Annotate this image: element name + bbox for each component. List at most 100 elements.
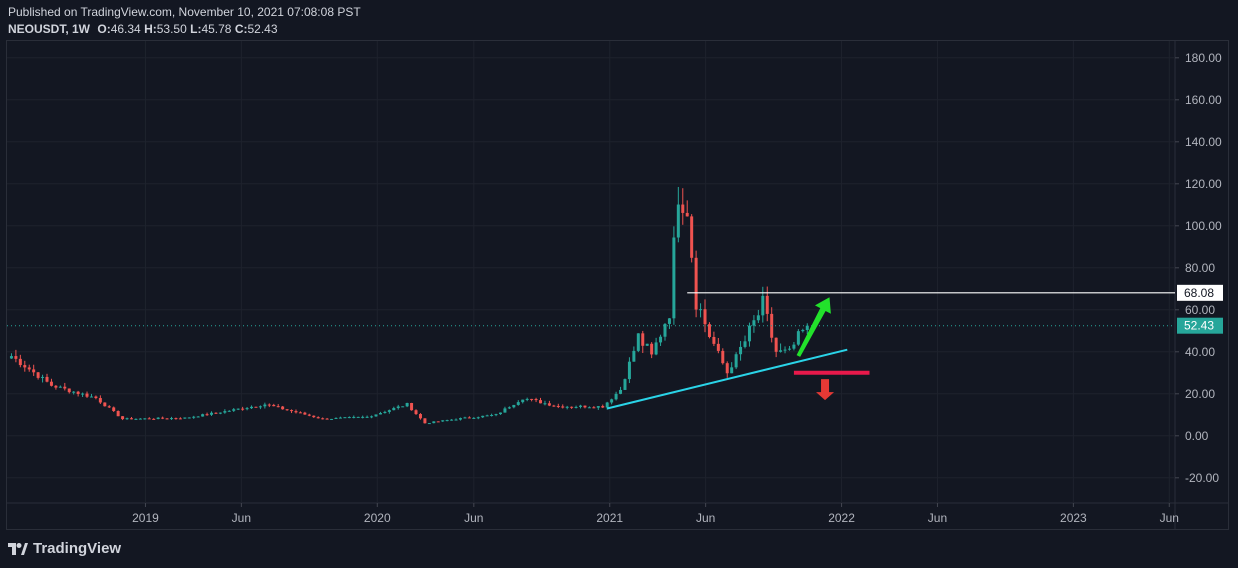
candle-body	[27, 367, 31, 370]
candle-body	[441, 420, 445, 422]
candle-body	[476, 417, 480, 419]
candle-body	[410, 403, 414, 411]
candle-body	[245, 408, 249, 410]
candle-body	[405, 403, 409, 407]
x-tick-label: 2023	[1060, 511, 1087, 525]
y-tick-label: 100.00	[1185, 219, 1222, 233]
candle-body	[401, 406, 405, 408]
candle-body	[201, 414, 205, 417]
last-price-tag	[1177, 317, 1223, 334]
candle-body	[392, 408, 396, 411]
candle-body	[623, 379, 627, 390]
candle-body	[156, 417, 160, 419]
y-tick-label: 80.00	[1185, 261, 1215, 275]
y-tick-label: -20.00	[1185, 471, 1219, 485]
candle-body	[450, 419, 454, 421]
candle-body	[32, 369, 36, 373]
candle-body	[672, 237, 676, 319]
candle-body	[485, 415, 489, 417]
candle-body	[685, 212, 689, 217]
candle-body	[694, 257, 698, 310]
candle-body	[467, 417, 471, 419]
candle-body	[472, 417, 476, 419]
candle-body	[218, 412, 222, 414]
candles	[9, 186, 809, 425]
candle-body	[143, 418, 147, 420]
tradingview-logo: TradingView	[8, 540, 121, 557]
candle-body	[583, 405, 587, 408]
candle-body	[205, 414, 209, 416]
candle-body	[365, 416, 369, 418]
candle-body	[530, 398, 534, 400]
candle-body	[192, 416, 196, 418]
candle-body	[418, 414, 422, 419]
high-label: H:	[144, 22, 157, 36]
price-axis[interactable]: 180.00 160.00 140.00 120.00 100.00 80.00 60.00…	[1175, 51, 1222, 485]
published-caption: Published on TradingView.com, November 1…	[8, 5, 361, 19]
low-label: L:	[190, 22, 202, 36]
last-price-label: 52.43	[1184, 319, 1214, 333]
y-tick-label: 140.00	[1185, 135, 1222, 149]
candle-body	[801, 329, 805, 332]
candle-body	[347, 417, 351, 419]
candle-body	[614, 393, 618, 400]
candle-body	[743, 341, 747, 347]
candle-body	[89, 396, 93, 398]
tradingview-logo-icon	[8, 542, 28, 555]
candle-body	[712, 336, 716, 344]
resistance-price-label: 68.08	[1184, 286, 1214, 300]
candle-body	[396, 406, 400, 409]
candle-body	[343, 417, 347, 419]
candle-body	[636, 333, 640, 351]
candle-body	[196, 416, 200, 418]
bearish-arrow	[816, 379, 835, 401]
candle-body	[525, 398, 529, 400]
candle-body	[574, 406, 578, 408]
candle-body	[774, 337, 778, 352]
candle-body	[303, 412, 307, 415]
candle-body	[250, 406, 254, 409]
grid	[7, 41, 1228, 529]
candle-body	[187, 417, 191, 419]
x-tick-label: Jun	[696, 511, 715, 525]
candle-body	[756, 315, 760, 321]
x-tick-label: Jun	[232, 511, 251, 525]
candle-body	[58, 386, 62, 388]
candle-body	[587, 407, 591, 409]
candle-body	[761, 295, 765, 316]
candle-body	[512, 404, 516, 408]
candle-body	[107, 406, 111, 408]
candle-body	[387, 410, 391, 412]
candle-body	[85, 393, 89, 397]
candle-body	[681, 204, 685, 213]
ohlc-readout: NEOUSDT, 1W O:46.34 H:53.50 L:45.78 C:52…	[8, 22, 278, 36]
candle-body	[129, 418, 133, 420]
candle-body	[41, 376, 45, 378]
candle-body	[298, 412, 302, 414]
time-axis[interactable]: 2019 Jun 2020 Jun 2021 Jun 2022 Jun 2023 Jun	[132, 503, 1179, 525]
candle-body	[307, 414, 311, 416]
candle-body	[507, 407, 511, 409]
candle-body	[334, 417, 338, 419]
candle-body	[178, 418, 182, 420]
candle-body	[321, 418, 325, 420]
candle-body	[241, 408, 245, 410]
candle-body	[165, 418, 169, 420]
candle-body	[721, 350, 725, 364]
candle-body	[619, 389, 623, 394]
candle-body	[445, 420, 449, 422]
candle-body	[45, 376, 49, 382]
candle-body	[183, 417, 187, 419]
candle-body	[659, 336, 663, 343]
candle-body	[547, 403, 551, 406]
candle-body	[423, 418, 427, 424]
candle-body	[98, 398, 102, 403]
close-label: C:	[234, 22, 248, 36]
candle-body	[641, 333, 645, 346]
y-tick-label: 0.00	[1185, 429, 1209, 443]
candle-body	[152, 418, 156, 420]
candle-body	[592, 407, 596, 409]
candle-body	[667, 318, 671, 324]
candle-body	[272, 404, 276, 407]
